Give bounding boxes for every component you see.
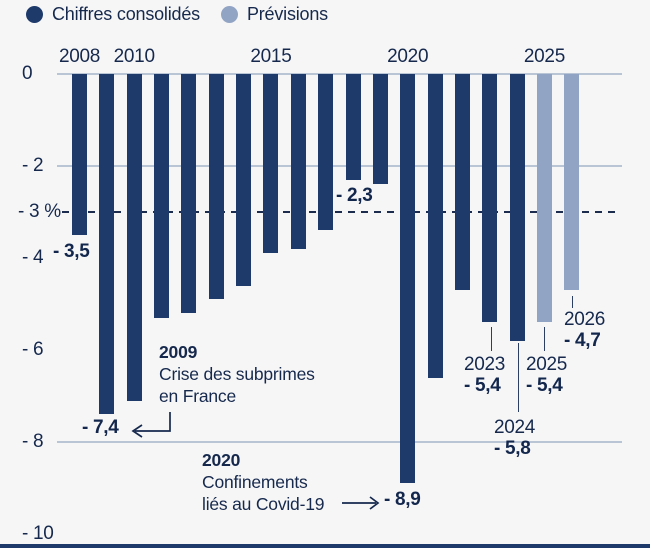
straight-arrow-right-icon [342, 496, 380, 510]
gridline-0 [57, 73, 622, 75]
callout-year-2026: 2026 [564, 309, 606, 330]
annotation-2009-line2: en France [159, 386, 236, 406]
bar-2012 [181, 74, 197, 313]
bar-2020 [400, 74, 416, 483]
callout-2025: 2025- 5,4 [526, 354, 567, 396]
y-tick--3: - 3 % [18, 200, 61, 222]
x-label-2010: 2010 [113, 46, 155, 67]
value-label-2020: - 8,9 [384, 489, 421, 510]
bar-2018 [345, 74, 361, 180]
annotation-2009-line1: Crise des subprimes [159, 364, 315, 384]
annotation-2009: 2009 Crise des subprimes en France [159, 341, 315, 407]
callout-line-2023 [490, 327, 492, 351]
x-label-2015: 2015 [250, 46, 292, 67]
callout-year-2025: 2025 [526, 354, 568, 375]
bar-2024 [509, 74, 525, 341]
dashed-reference-line--3 [62, 210, 617, 213]
x-label-2020: 2020 [387, 46, 429, 67]
legend-label-forecast: Prévisions [246, 4, 328, 24]
gridline--8 [57, 441, 622, 443]
bar-2025 [536, 74, 552, 322]
y-tick--6: - 6 [22, 338, 44, 360]
bar-2017 [318, 74, 334, 230]
callout-value-2024: - 5,8 [494, 438, 531, 459]
annotation-2020: 2020 Confinements liés au Covid-19 [202, 449, 324, 515]
callout-value-2026: - 4,7 [564, 330, 601, 351]
bar-2021 [427, 74, 443, 378]
bar-2016 [290, 74, 306, 249]
value-label-2009: - 7,4 [82, 417, 119, 438]
y-tick-0: 0 [22, 62, 33, 84]
bottom-border [0, 544, 650, 548]
callout-year-2024: 2024 [494, 417, 536, 438]
annotation-2020-year: 2020 [202, 450, 241, 470]
legend: Chiffres consolidés Prévisions [26, 4, 328, 25]
bar-2015 [263, 74, 279, 253]
bar-2011 [154, 74, 170, 318]
bar-2009 [99, 74, 115, 414]
y-tick--10: - 10 [22, 522, 54, 544]
annotation-2009-year: 2009 [159, 342, 198, 362]
callout-value-2025: - 5,4 [526, 375, 563, 396]
callout-value-2023: - 5,4 [464, 375, 501, 396]
legend-item-consolidated: Chiffres consolidés [26, 4, 200, 25]
callout-year-2023: 2023 [464, 354, 506, 375]
callout-2026: 2026- 4,7 [564, 309, 605, 351]
callout-2024: 2024- 5,8 [494, 417, 535, 459]
callout-2023: 2023- 5,4 [464, 354, 505, 396]
y-tick--4: - 4 [22, 246, 44, 268]
bar-2010 [126, 74, 142, 401]
callout-line-2024 [517, 343, 519, 412]
bar-2014 [236, 74, 252, 286]
x-label-2008: 2008 [58, 46, 101, 67]
bar-2013 [208, 74, 224, 299]
callout-line-2026 [571, 296, 573, 308]
value-label-2008: - 3,5 [53, 241, 90, 262]
bar-2022 [454, 74, 470, 290]
legend-dot-consolidated-icon [26, 6, 43, 23]
bar-2008 [72, 74, 87, 235]
annotation-2020-line1: Confinements [202, 472, 308, 492]
annotation-2020-line2: liés au Covid-19 [202, 494, 325, 514]
bar-2023 [482, 74, 498, 322]
elbow-arrow-left-icon [131, 412, 171, 438]
y-tick--8: - 8 [22, 430, 44, 452]
legend-item-forecast: Prévisions [220, 4, 328, 25]
bar-2019 [372, 74, 388, 184]
y-tick--2: - 2 [22, 154, 44, 176]
value-label-2018: - 2,3 [336, 185, 373, 206]
bar-2026 [564, 74, 580, 290]
legend-dot-forecast-icon [220, 6, 238, 23]
callout-line-2025 [543, 327, 545, 351]
gridline--2 [57, 165, 622, 167]
x-label-2025: 2025 [523, 46, 565, 67]
legend-label-consolidated: Chiffres consolidés [52, 4, 200, 24]
